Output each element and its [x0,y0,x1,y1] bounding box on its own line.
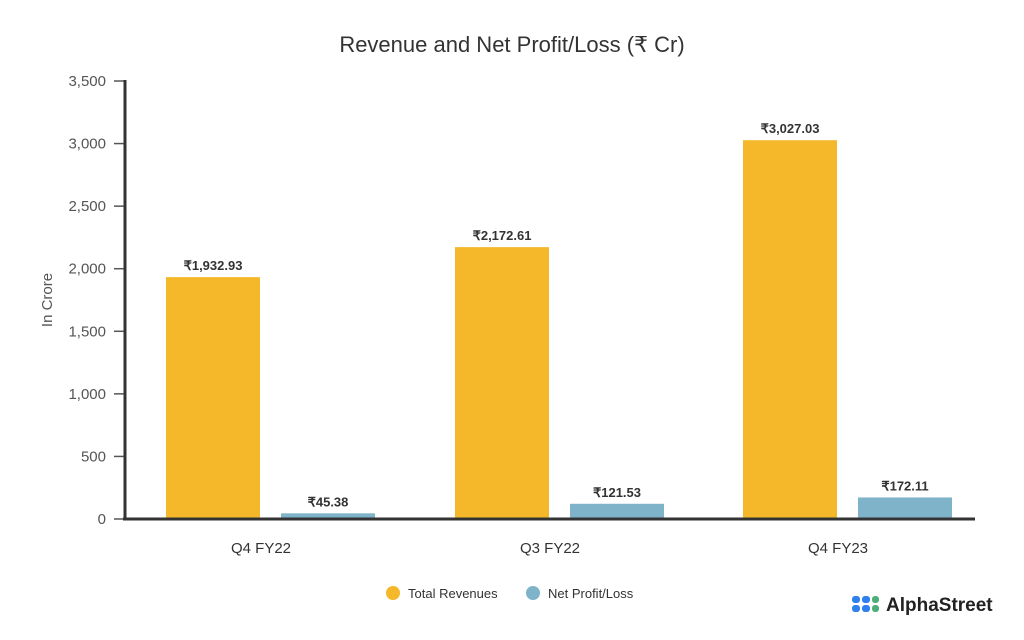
y-tick-label: 500 [81,448,106,465]
legend-swatch-net-profit [526,586,540,600]
y-tick-label: 3,000 [68,136,106,153]
bar-total-revenues-0 [166,277,260,519]
brand-name: AlphaStreet [886,595,993,616]
x-tick-label: Q4 FY22 [231,540,291,557]
y-tick-label: 1,000 [68,386,106,403]
bar-total-revenues-1 [455,247,549,519]
x-tick-label: Q3 FY22 [520,540,580,557]
legend: Total Revenues Net Profit/Loss [386,586,634,601]
data-label: ₹3,027.03 [761,121,820,136]
alphastreet-logo: AlphaStreet [852,595,993,616]
chart-title: Revenue and Net Profit/Loss (₹ Cr) [339,32,684,57]
logo-icon [852,596,879,612]
legend-label-net-profit: Net Profit/Loss [548,586,634,601]
y-tick-label: 2,500 [68,198,106,215]
y-tick-label: 0 [98,511,106,528]
bar-net-profit-2 [858,497,952,519]
data-label: ₹121.53 [593,485,641,500]
data-label: ₹1,932.93 [184,258,243,273]
legend-swatch-total-revenues [386,586,400,600]
y-tick-label: 2,000 [68,261,106,278]
x-tick-label: Q4 FY23 [808,540,868,557]
data-label: ₹2,172.61 [473,228,532,243]
y-tick-label: 3,500 [68,73,106,90]
y-axis-label: In Crore [39,273,56,327]
data-label: ₹172.11 [881,478,928,493]
bar-net-profit-0 [281,513,375,519]
legend-label-total-revenues: Total Revenues [408,586,498,601]
bar-total-revenues-2 [743,140,837,519]
bar-net-profit-1 [570,503,664,519]
y-tick-label: 1,500 [68,323,106,340]
data-label: ₹45.38 [308,494,349,509]
